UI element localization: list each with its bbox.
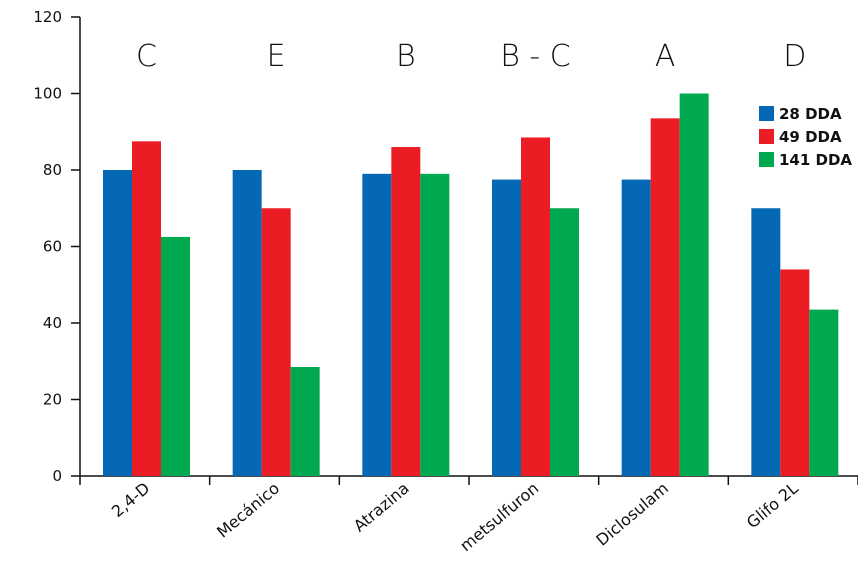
group-letter: B <box>396 39 416 74</box>
y-tick-label: 0 <box>52 467 62 485</box>
bar <box>650 118 680 477</box>
x-tick-label: Mecánico <box>213 479 283 542</box>
bar <box>161 236 190 476</box>
y-tick-label: 60 <box>43 238 62 256</box>
bars <box>103 93 839 477</box>
x-tick-label: Diclosulam <box>592 479 672 550</box>
y-tick-label: 100 <box>33 85 62 103</box>
x-tick-label: Atrazina <box>350 479 413 536</box>
y-tick-label: 20 <box>43 391 62 409</box>
legend-swatch <box>759 152 774 167</box>
bar <box>809 309 839 476</box>
legend-label: 49 DDA <box>779 128 842 146</box>
bar <box>232 170 262 476</box>
x-tick-label: 2,4-D <box>108 479 154 522</box>
bar <box>621 179 651 476</box>
x-tick-label: Glifo 2L <box>743 478 802 532</box>
bar <box>780 269 810 476</box>
legend: 28 DDA 49 DDA 141 DDA <box>759 105 852 169</box>
y-tick-label: 80 <box>43 161 62 179</box>
legend-label: 141 DDA <box>779 151 852 169</box>
group-letter: A <box>655 39 676 74</box>
bar <box>132 141 161 476</box>
group-letter: E <box>267 39 286 74</box>
bar <box>679 93 709 476</box>
bar <box>751 208 781 476</box>
y-axis: 0 20 40 60 80 100 120 <box>33 8 81 485</box>
y-tick-label: 120 <box>33 8 62 26</box>
y-tick-label: 40 <box>43 314 62 332</box>
bar <box>261 208 291 476</box>
x-tick-label: metsulfuron <box>456 479 542 556</box>
bar <box>550 208 579 476</box>
legend-swatch <box>759 106 774 121</box>
bar <box>290 366 320 476</box>
x-axis: 2,4-D Mecánico Atrazina metsulfuron Diclosul… <box>79 475 858 556</box>
legend-label: 28 DDA <box>779 105 842 123</box>
legend-swatch <box>759 129 774 144</box>
bar <box>521 137 550 477</box>
group-letter: B - C <box>500 39 571 74</box>
bar <box>103 170 132 476</box>
group-letter: D <box>783 39 806 74</box>
bar <box>492 179 521 476</box>
bar <box>391 147 421 477</box>
group-letter: C <box>136 39 157 74</box>
bar <box>362 173 392 476</box>
bar <box>420 173 450 476</box>
